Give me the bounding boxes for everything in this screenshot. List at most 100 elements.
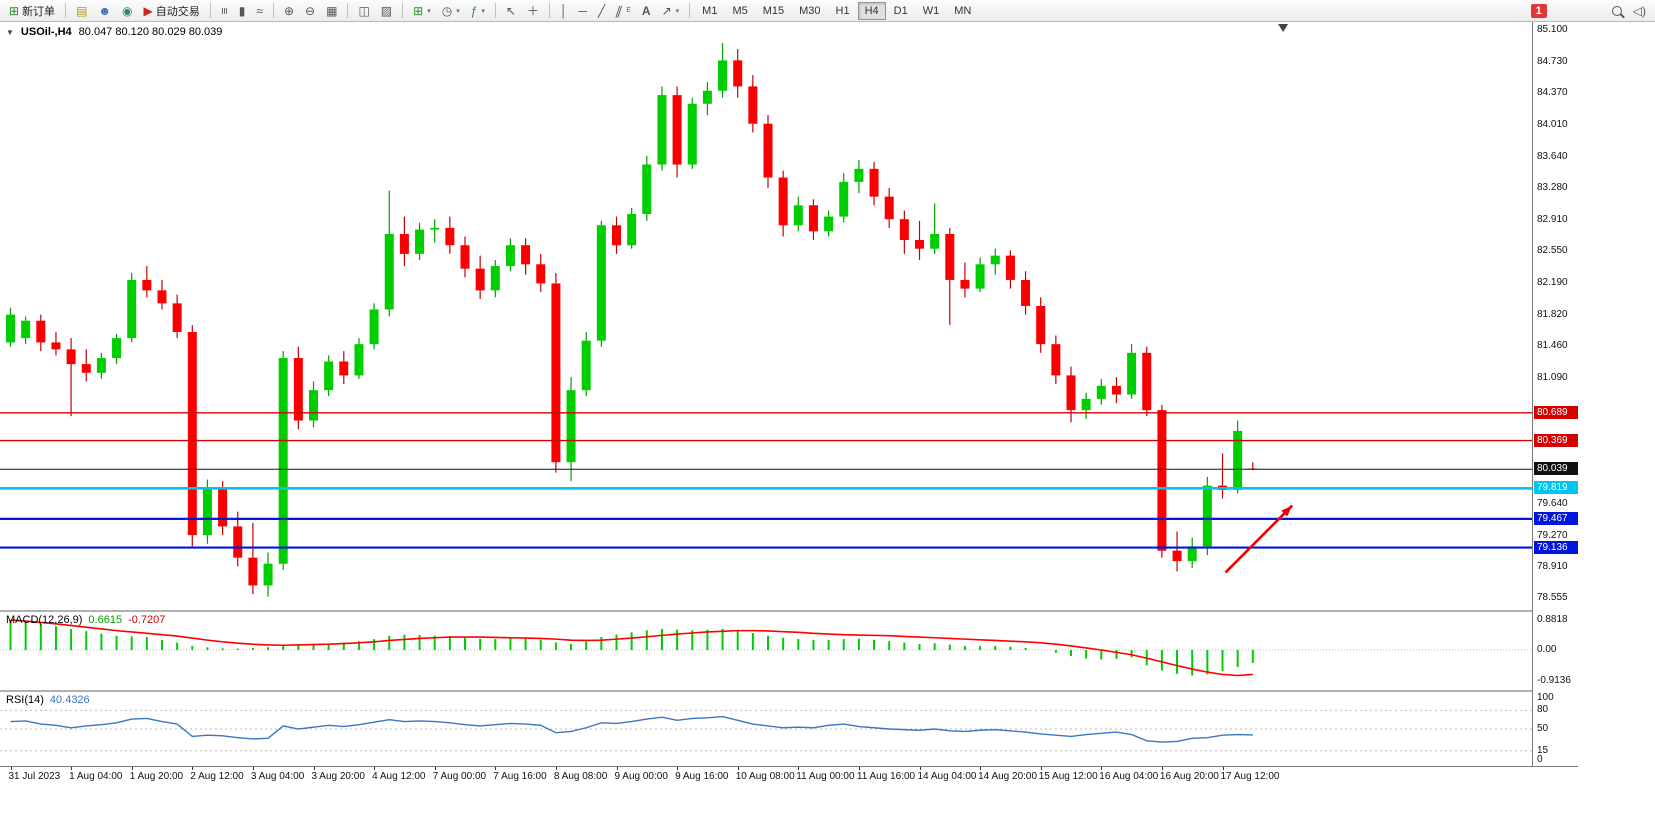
- bar-chart-button[interactable]: ≡: [216, 2, 233, 20]
- candle: [1005, 250, 1015, 289]
- time-axis-tick: [131, 767, 133, 770]
- announcement-button[interactable]: ◁): [1628, 1, 1651, 21]
- time-axis-label: 7 Aug 00:00: [432, 771, 487, 782]
- candle: [672, 86, 682, 178]
- indicators-button[interactable]: ƒ ▾: [466, 2, 490, 20]
- candle: [1127, 344, 1137, 399]
- community-button[interactable]: ◉: [117, 2, 137, 20]
- candle: [505, 238, 515, 272]
- vertical-line-button[interactable]: │: [555, 2, 573, 20]
- zoom-in-button[interactable]: ⊕: [279, 2, 299, 20]
- crosshair-button[interactable]: ＋: [522, 2, 544, 20]
- timeframe-button-w1[interactable]: W1: [916, 2, 947, 20]
- text-tool-button[interactable]: A: [637, 2, 656, 20]
- price-axis[interactable]: 85.100 84.730 84.370 84.010 83.640 83.280 82.9…: [1532, 22, 1579, 766]
- chart-shift-marker[interactable]: [1278, 24, 1289, 32]
- arrow-annotation[interactable]: [1224, 504, 1294, 574]
- time-axis-label: 11 Aug 16:00: [856, 771, 916, 782]
- time-axis-label: 9 Aug 00:00: [614, 771, 668, 782]
- candle: [899, 210, 909, 254]
- cursor-button[interactable]: ↖: [501, 2, 521, 20]
- rsi-chart[interactable]: [0, 692, 1532, 766]
- candle: [551, 272, 561, 473]
- candle: [854, 160, 864, 194]
- notification-badge[interactable]: 1: [1530, 3, 1547, 18]
- period-button[interactable]: ◷ ▾: [437, 2, 465, 20]
- axis-label: 82.550: [1537, 245, 1568, 257]
- macd-chart[interactable]: [0, 612, 1532, 690]
- panel-separator[interactable]: [0, 610, 1578, 612]
- candle: [233, 511, 243, 567]
- axis-label: 78.910: [1537, 561, 1568, 573]
- line-chart-button[interactable]: ≈: [251, 2, 268, 20]
- equidistant-channel-icon: ∥: [613, 3, 625, 18]
- toolbar-separator: [402, 3, 404, 18]
- new-order-button[interactable]: ⊞ 新订单: [4, 2, 60, 20]
- zoom-out-button[interactable]: ⊖: [300, 2, 320, 20]
- axis-label: -0.9136: [1537, 675, 1571, 687]
- timeframe-button-m30[interactable]: M30: [792, 2, 827, 20]
- panel-separator[interactable]: [0, 690, 1578, 692]
- auto-trading-label: 自动交易: [155, 5, 200, 18]
- candle: [596, 220, 606, 347]
- time-axis-tick: [252, 767, 254, 770]
- candle: [1021, 271, 1031, 315]
- candle: [930, 203, 940, 254]
- search-button[interactable]: [1607, 1, 1627, 21]
- zoom-out-icon: ⊖: [305, 3, 316, 18]
- price-chart[interactable]: [0, 22, 1532, 610]
- indicators-icon: ƒ: [470, 3, 478, 18]
- trendline-icon: ╱: [598, 3, 606, 18]
- timeframe-button-h4[interactable]: H4: [857, 1, 886, 20]
- axis-label: 81.820: [1537, 308, 1568, 320]
- axis-label: 15: [1537, 744, 1549, 756]
- horizontal-line-button[interactable]: ─: [574, 2, 593, 20]
- candle: [309, 381, 318, 428]
- candle: [293, 346, 303, 430]
- timeframe-button-m1[interactable]: M1: [695, 2, 724, 20]
- timeframe-button-d1[interactable]: D1: [887, 2, 915, 20]
- candle: [339, 351, 349, 385]
- cursor-icon: ↖: [505, 3, 516, 18]
- templates-button[interactable]: ▨: [376, 2, 397, 20]
- time-axis-tick: [798, 767, 800, 770]
- axis-label: 50: [1537, 723, 1549, 734]
- candle: [581, 332, 591, 397]
- candle: [142, 266, 152, 298]
- trendline-button[interactable]: ╱: [593, 2, 610, 20]
- data-window-icon: ▤: [76, 3, 88, 18]
- axis-label: 84.010: [1537, 118, 1568, 130]
- time-axis-label: 16 Aug 20:00: [1159, 771, 1219, 782]
- new-chart-button[interactable]: ⊞ ▾: [408, 2, 436, 20]
- time-axis-tick: [858, 767, 860, 770]
- candle: [657, 86, 667, 171]
- timeframe-button-m15[interactable]: M15: [756, 2, 791, 20]
- new-order-label: 新订单: [22, 5, 56, 18]
- channel-button[interactable]: ∥ E: [611, 2, 636, 20]
- time-axis[interactable]: 31 Jul 2023 1 Aug 04:00 1 Aug 20:00 2 Aug 1…: [0, 766, 1578, 785]
- candle: [384, 190, 394, 317]
- zoom-in-icon: ⊕: [283, 3, 295, 18]
- announcement-icon: ◁): [1632, 3, 1646, 18]
- timeframe-button-m5[interactable]: M5: [725, 2, 754, 20]
- timeframe-button-h1[interactable]: H1: [829, 2, 857, 20]
- one-click-trading-toggle[interactable]: ▼: [6, 27, 14, 37]
- time-axis-label: 9 Aug 16:00: [675, 771, 729, 782]
- candlestick-chart-button[interactable]: ▮: [234, 2, 251, 20]
- profiles-button[interactable]: ◫: [353, 2, 374, 20]
- arrows-tool-button[interactable]: ↗ ▾: [657, 2, 685, 20]
- chart-header: ▼ USOil-,H4 80.047 80.120 80.029 80.039: [6, 26, 222, 38]
- candle: [430, 219, 440, 243]
- tile-windows-button[interactable]: ▦: [321, 2, 342, 20]
- time-axis-label: 16 Aug 04:00: [1099, 771, 1159, 782]
- time-axis-label: 31 Jul 2023: [8, 771, 61, 782]
- time-axis-tick: [1222, 767, 1224, 770]
- price-line-badge: 79.136: [1534, 540, 1578, 554]
- rsi-line: [10, 715, 1253, 743]
- auto-trading-button[interactable]: ▶ 自动交易: [139, 2, 205, 20]
- candle: [915, 220, 924, 260]
- timeframe-button-mn[interactable]: MN: [947, 2, 978, 20]
- profile-button[interactable]: ☻: [93, 2, 116, 20]
- data-window-button[interactable]: ▤: [71, 2, 92, 20]
- candle: [1157, 404, 1167, 558]
